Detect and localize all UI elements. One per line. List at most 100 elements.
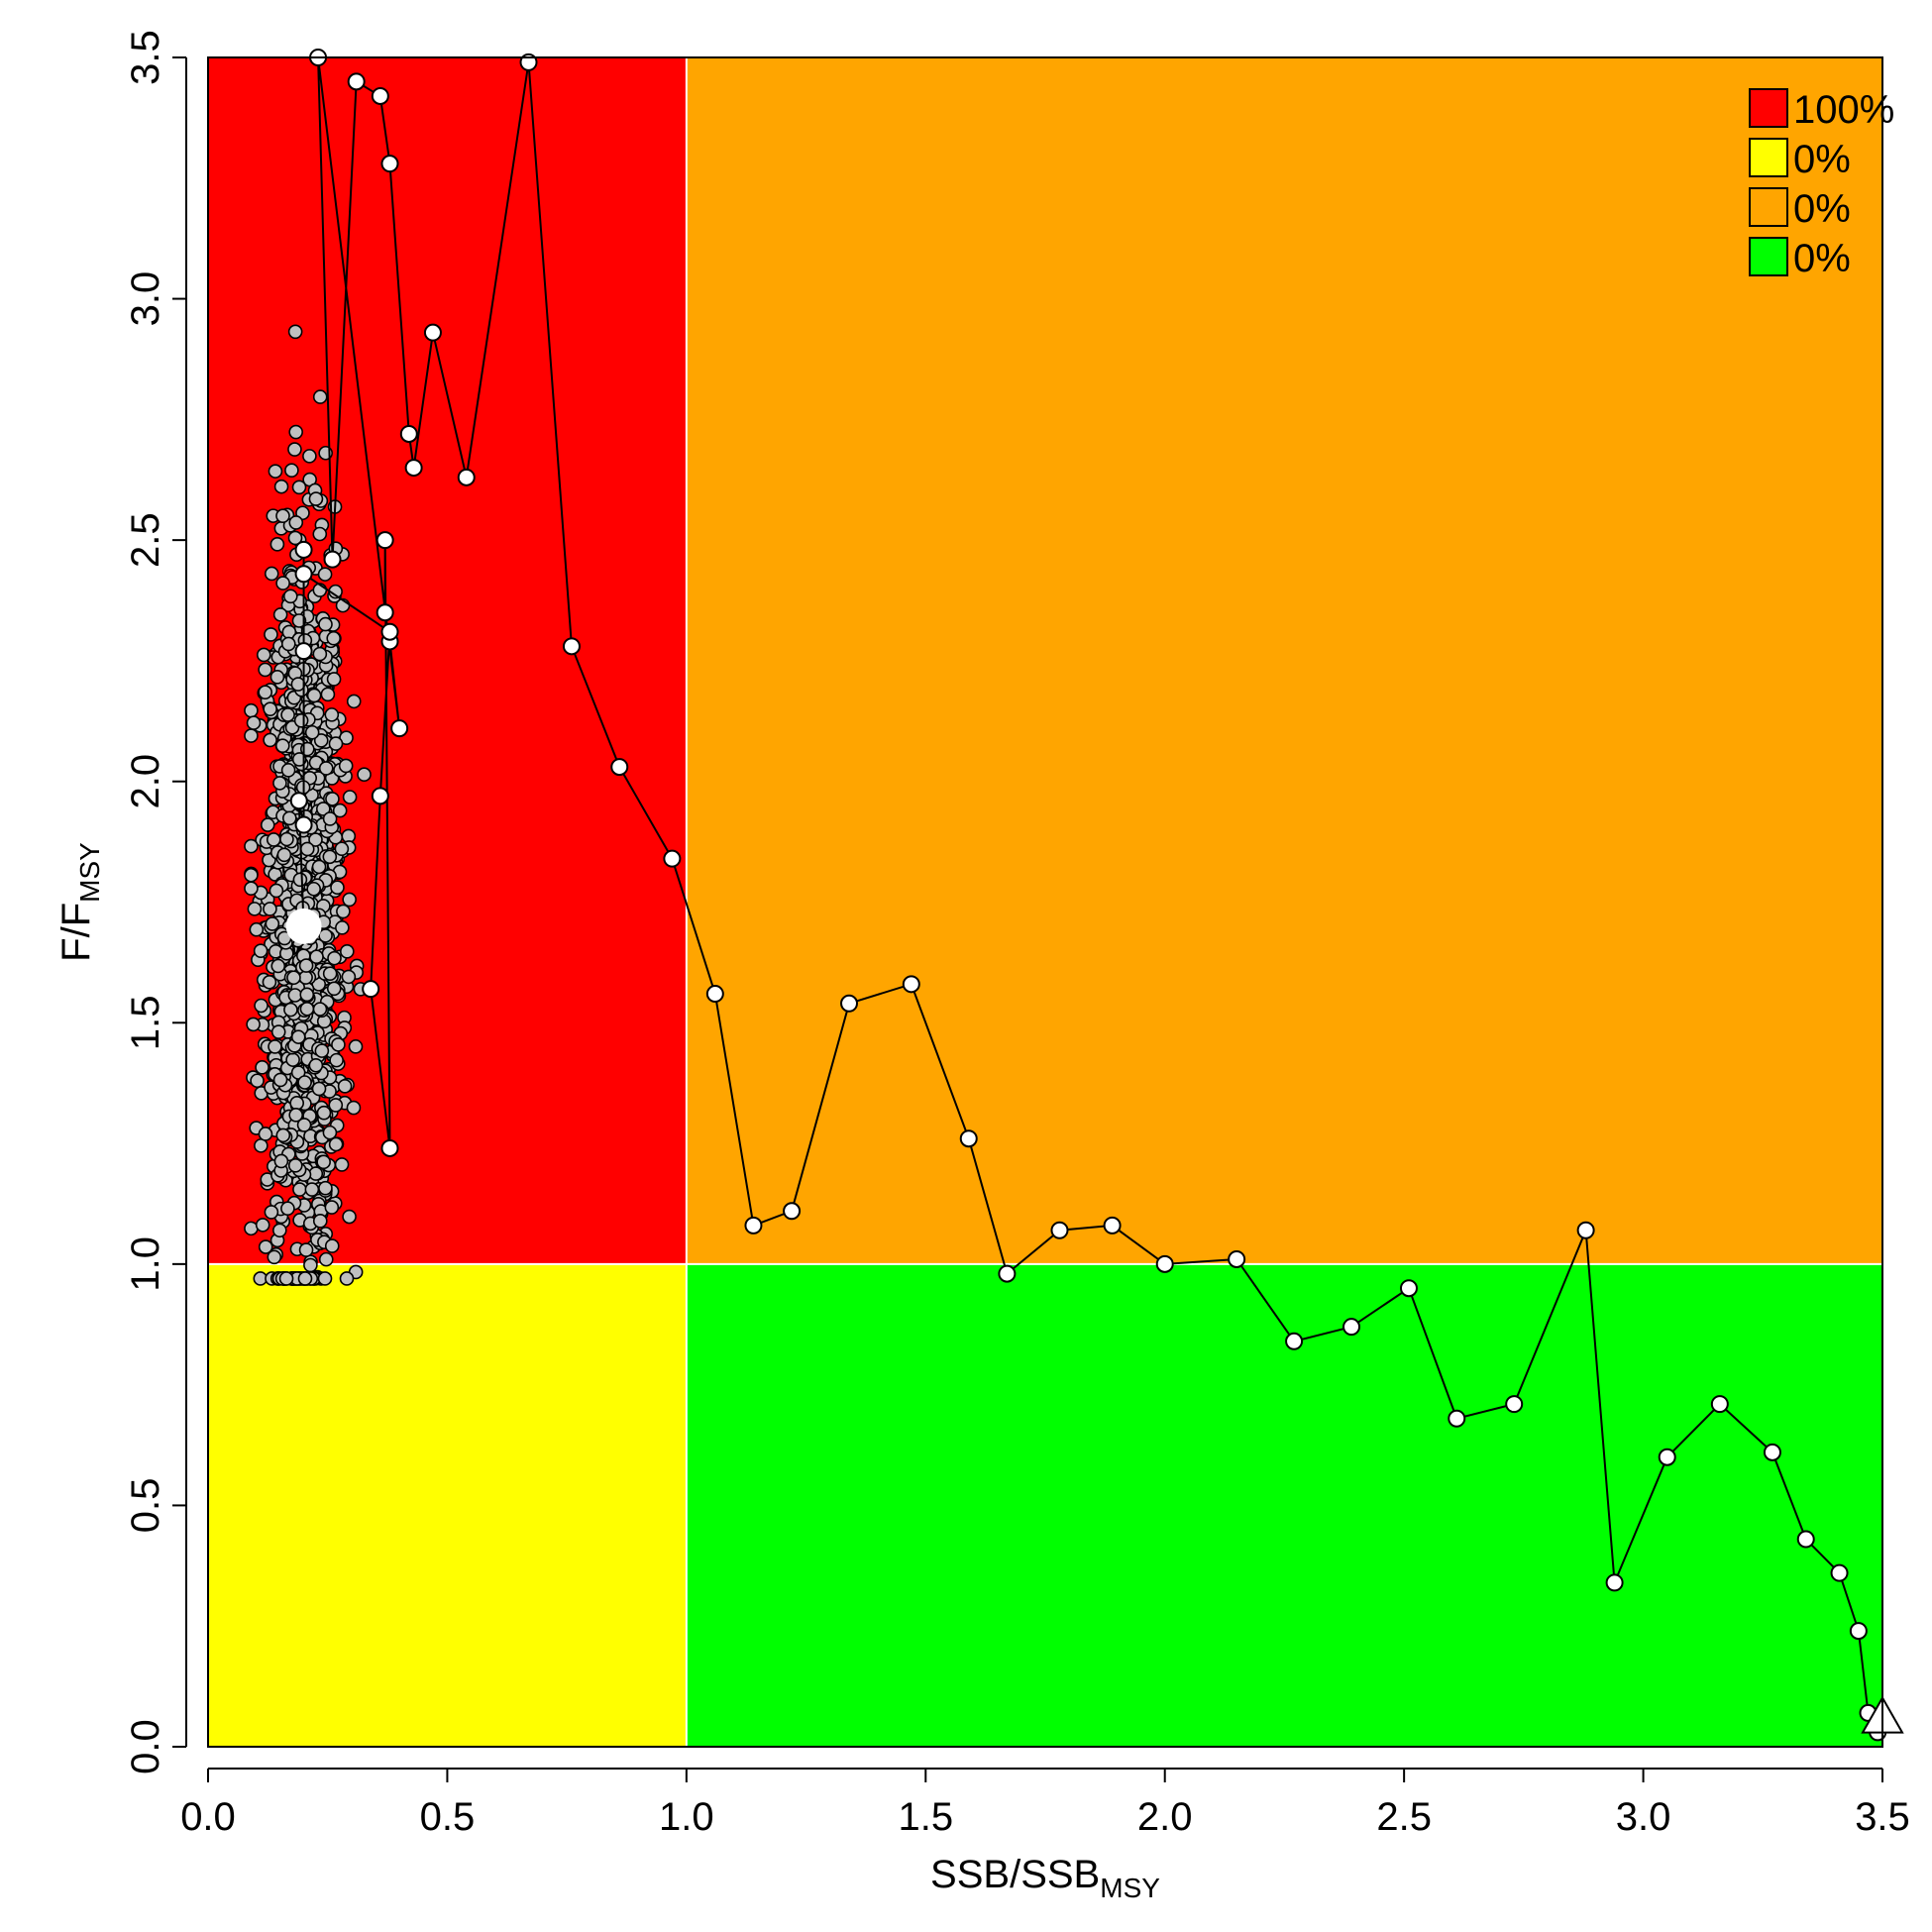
cloud-point [330,880,345,896]
cloud-point [293,713,309,728]
y-tick-label: 1.5 [124,995,167,1050]
trajectory-point [399,424,418,443]
cloud-point [334,841,350,857]
cloud-point [337,1079,353,1094]
cloud-point [289,1096,304,1111]
trajectory-point [1849,1622,1868,1641]
y-axis-label: F/FMSY [54,842,105,962]
cloud-point [244,702,259,718]
cloud-point [288,515,304,530]
cloud-point [316,802,331,816]
cloud-point [340,944,355,959]
y-tick-label: 1.0 [124,1236,167,1292]
quadrant-overfished-no-overfishing [208,1263,687,1747]
cloud-point [249,921,265,937]
cloud-point [342,1209,357,1225]
trajectory-point [347,72,366,91]
trajectory-point [1228,1249,1246,1268]
cloud-point [292,1182,307,1197]
cloud-point [338,758,354,774]
cloud-point [288,424,303,440]
cloud-point [264,1205,279,1220]
cloud-point [312,389,328,404]
y-tick-label: 0.5 [124,1478,167,1534]
x-axis-label-sub: MSY [1100,1873,1160,1903]
cloud-point [324,1200,340,1215]
x-tick-label: 1.0 [659,1795,714,1839]
cloud-point [324,1238,340,1253]
cloud-point [311,859,327,875]
trajectory-point [1448,1409,1466,1428]
cloud-point [258,685,272,699]
axes: 0.0 0.5 1.0 1.5 2.0 2.5 3.0 3.5 0.0 0.5 1.0 1.5 2.0 2… [124,30,1910,1839]
cloud-point [303,1257,318,1273]
cloud-point [318,1180,333,1196]
trajectory-point [610,758,629,777]
legend-swatch [1749,138,1788,177]
trajectory-point [294,565,313,584]
cloud-point [313,733,329,748]
cloud-point [244,838,259,854]
cloud-point [244,881,259,896]
trajectory-point [744,1216,763,1234]
plot-frame [207,56,1883,1748]
cloud-point [287,530,303,546]
trajectory-point [1155,1254,1174,1273]
trajectory-point [1399,1279,1418,1298]
trajectory-point [1576,1221,1595,1239]
cloud-point [306,881,321,897]
cloud-point [346,1100,362,1116]
cloud-point [332,803,348,818]
legend-swatch [1749,88,1788,128]
cloud-point [318,928,333,943]
cloud-point [309,949,324,965]
cloud-point [246,1017,261,1032]
trajectory-point [1830,1563,1849,1582]
cloud-point [296,1118,312,1132]
cloud-point [312,1214,328,1229]
x-axis-label: SSB/SSBMSY [930,1853,1160,1903]
cloud-point [281,810,297,826]
trajectory-point [323,550,342,569]
trajectory-point [404,459,423,478]
trajectory-point [840,994,859,1013]
cloud-point [278,1271,294,1286]
cloud-point [279,831,294,847]
cloud-point [260,817,275,832]
trajectory-point [294,540,313,559]
trajectory-point [371,86,389,105]
trajectory-point [390,719,409,738]
cloud-point [322,849,338,865]
cloud-point [287,988,303,1003]
quadrant-backgrounds [208,57,1882,1747]
trajectory-point [294,815,313,834]
cloud-point [322,1125,338,1140]
trajectory-point [380,155,399,173]
cloud-point [253,943,268,958]
trajectory-point [1763,1443,1781,1461]
cloud-point [320,687,336,702]
cloud-point [335,920,350,935]
quadrant-not-overfished-overfishing [686,57,1882,1264]
cloud-point [244,867,259,883]
cloud-point [308,1057,324,1073]
cloud-point [316,1154,331,1170]
cloud-point [342,790,358,805]
cloud-point [298,958,314,973]
trajectory-end-point [285,908,322,944]
cloud-point [299,987,315,1003]
trajectory-point [1658,1448,1676,1466]
cloud-point [280,636,296,652]
cloud-point [306,688,322,703]
y-tick-label: 3.0 [124,271,167,327]
x-axis-label-main: SSB/SSB [930,1853,1100,1896]
cloud-point [291,480,307,495]
cloud-point [326,672,342,687]
cloud-point [263,902,277,916]
cloud-point [287,1158,303,1173]
cloud-point [327,950,342,966]
cloud-point [326,981,342,997]
cloud-point [258,1127,273,1141]
cloud-point [269,537,285,552]
